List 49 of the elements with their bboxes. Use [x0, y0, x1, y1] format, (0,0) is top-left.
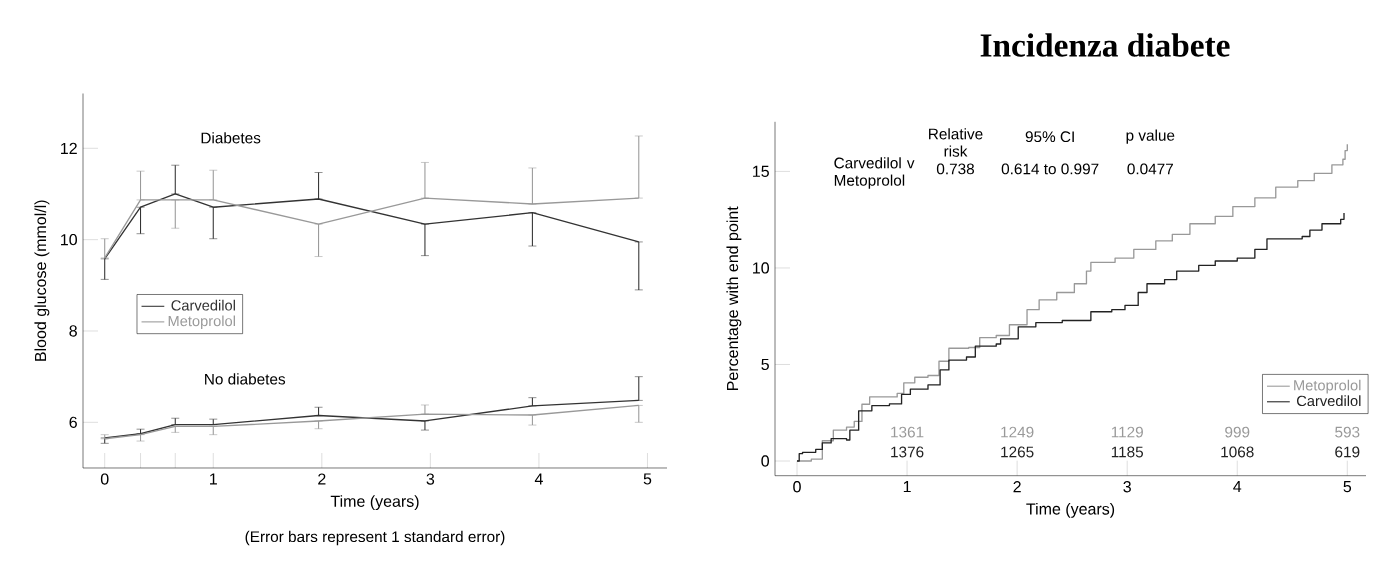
text: (Error bars represent 1 standard error): [245, 530, 505, 546]
annotation: 0.0477: [1127, 163, 1173, 175]
legend-label: Carvedilol: [171, 299, 235, 311]
x-tick-label: 4: [1233, 481, 1242, 493]
x-tick-label: 5: [643, 473, 652, 485]
annotation: 1185: [1111, 446, 1144, 458]
x-tick-label: 1: [903, 481, 911, 493]
y-tick-label: 8: [69, 325, 77, 337]
annotation: Relative risk: [929, 128, 983, 157]
y-tick-label: 15: [753, 165, 769, 177]
legend-label: Carvedilol: [1296, 395, 1361, 407]
legend-label: Metoprolol: [168, 315, 235, 330]
x-tick-label: 2: [318, 473, 326, 485]
annotation: 619: [1335, 446, 1360, 458]
y-tick-label: 10: [61, 233, 77, 246]
x-tick-label: 2: [1013, 481, 1021, 493]
x-tick-label: 5: [1343, 481, 1352, 493]
y-tick-label: 5: [761, 358, 769, 371]
annotation: 1361: [891, 426, 924, 438]
annotation: 593: [1335, 426, 1360, 438]
annotation: 0.738: [936, 163, 975, 175]
x-tick-label: 1: [210, 473, 217, 485]
annotation: 1249: [1001, 426, 1034, 438]
annotation: 0.614 to 0.997: [1001, 163, 1099, 175]
y-axis-title: Percentage with end point: [726, 206, 742, 390]
x-tick-label: 0: [100, 473, 109, 485]
legend-label: Metoprolol: [1294, 379, 1361, 394]
annotation: p value: [1126, 129, 1175, 144]
y-axis-title: Blood glucose (mmol/l): [34, 200, 50, 361]
annotation: 1376: [891, 446, 924, 458]
x-tick-label: 3: [426, 473, 435, 485]
x-tick-label: 0: [793, 481, 801, 493]
y-tick-label: 0: [761, 455, 770, 467]
x-tick-label: 3: [1123, 481, 1131, 493]
annotation: 1068: [1221, 446, 1254, 458]
annotation: 95% CI: [1025, 131, 1074, 143]
annotation: Diabetes: [201, 132, 261, 144]
annotation: No diabetes: [205, 373, 286, 385]
x-axis-title: Time (years): [1026, 502, 1115, 518]
annotation: 1265: [1001, 446, 1034, 458]
x-axis-title: Time (years): [330, 495, 419, 511]
y-tick-label: 6: [69, 416, 77, 428]
annotation: 999: [1225, 426, 1250, 438]
x-tick-label: 4: [534, 473, 543, 485]
y-tick-label: 12: [61, 142, 77, 154]
annotation: 1129: [1111, 426, 1143, 438]
chart-title: Incidenza diabete: [980, 33, 1230, 57]
y-tick-label: 10: [753, 262, 770, 274]
annotation: Carvedilol v Metoprolol: [834, 157, 915, 189]
